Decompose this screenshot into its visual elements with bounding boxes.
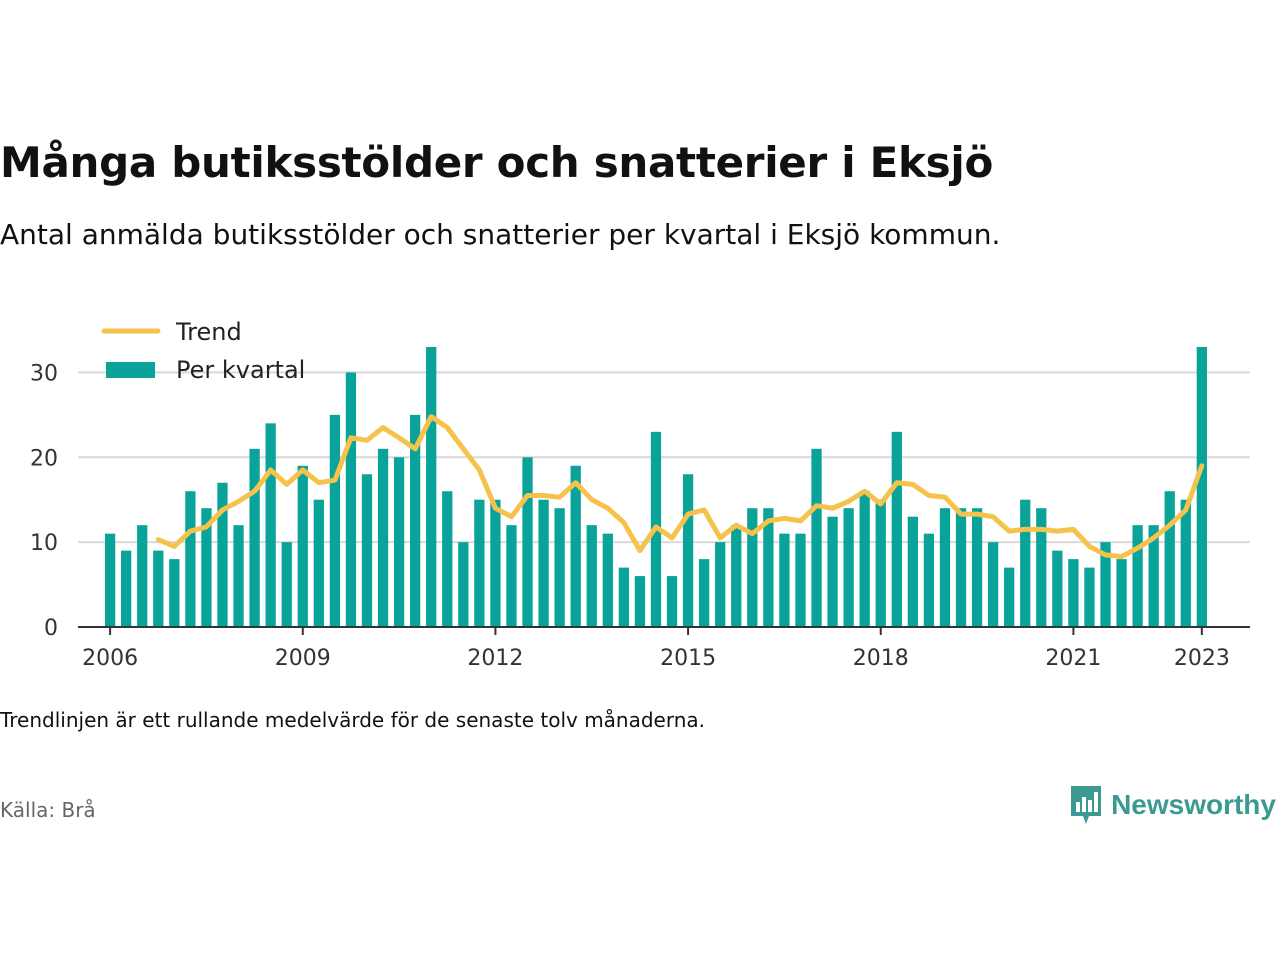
bar bbox=[763, 508, 774, 627]
bar bbox=[185, 491, 196, 627]
brand-logo[interactable]: Newsworthy bbox=[1069, 784, 1276, 826]
bar-series bbox=[104, 346, 1207, 627]
bar bbox=[506, 525, 517, 627]
bar bbox=[329, 414, 341, 627]
source-text: Källa: Brå bbox=[0, 798, 96, 822]
bar bbox=[939, 508, 951, 627]
bar bbox=[875, 499, 886, 627]
bar bbox=[1052, 550, 1063, 627]
bar bbox=[1084, 567, 1095, 627]
bar bbox=[410, 414, 421, 627]
bar bbox=[827, 516, 838, 627]
chart-title: Många butiksstölder och snatterier i Eks… bbox=[0, 138, 994, 187]
bar bbox=[987, 542, 999, 627]
bar bbox=[1132, 525, 1143, 627]
bar bbox=[1020, 499, 1031, 627]
y-tick-label: 0 bbox=[44, 616, 58, 641]
bar bbox=[1164, 491, 1175, 627]
bar bbox=[313, 499, 324, 627]
bar bbox=[602, 533, 613, 627]
bar bbox=[618, 567, 630, 627]
bar bbox=[361, 474, 373, 627]
bar bbox=[971, 508, 983, 627]
bar bbox=[666, 576, 678, 627]
bar bbox=[731, 525, 742, 627]
bar bbox=[955, 508, 967, 627]
bar bbox=[249, 448, 260, 627]
y-tick-label: 30 bbox=[30, 361, 58, 386]
legend-swatch-per-kvartal bbox=[106, 362, 155, 378]
x-tick-label: 2015 bbox=[660, 646, 716, 671]
newsworthy-logo-icon bbox=[1071, 786, 1102, 824]
bar bbox=[137, 525, 148, 627]
bar bbox=[345, 372, 357, 627]
bar bbox=[1004, 567, 1015, 627]
x-tick-label: 2009 bbox=[275, 646, 331, 671]
bar bbox=[811, 448, 822, 627]
legend-label-trend: Trend bbox=[175, 318, 242, 346]
x-tick-label: 2023 bbox=[1174, 646, 1230, 671]
y-tick-label: 10 bbox=[30, 531, 58, 556]
legend-label-per-kvartal: Per kvartal bbox=[176, 356, 305, 384]
bar bbox=[522, 457, 533, 627]
x-tick-label: 2006 bbox=[82, 646, 138, 671]
bar bbox=[538, 499, 549, 627]
bar bbox=[1148, 525, 1159, 627]
x-tick-label: 2018 bbox=[853, 646, 909, 671]
bar bbox=[682, 474, 694, 627]
bar bbox=[442, 491, 453, 627]
bar bbox=[233, 525, 244, 627]
bar bbox=[281, 542, 292, 627]
bar bbox=[779, 533, 790, 627]
bar bbox=[1068, 559, 1079, 627]
bar bbox=[201, 508, 212, 627]
bar bbox=[586, 525, 597, 627]
bar bbox=[377, 448, 389, 627]
bar bbox=[1100, 542, 1111, 627]
bar bbox=[859, 491, 870, 627]
bar bbox=[297, 465, 308, 627]
x-tick-label: 2021 bbox=[1045, 646, 1101, 671]
bar bbox=[843, 508, 854, 627]
bar bbox=[490, 499, 501, 627]
bar bbox=[1180, 499, 1191, 627]
bar bbox=[891, 431, 902, 627]
footnote: Trendlinjen är ett rullande medelvärde f… bbox=[0, 708, 706, 732]
bar bbox=[698, 559, 710, 627]
trend-series bbox=[155, 414, 1205, 560]
bar bbox=[923, 533, 935, 627]
bar bbox=[153, 550, 164, 627]
bar bbox=[554, 508, 565, 627]
bar bbox=[570, 465, 581, 627]
bar bbox=[393, 457, 405, 627]
chart-subtitle: Antal anmälda butiksstölder och snatteri… bbox=[0, 218, 1001, 251]
bar bbox=[121, 550, 132, 627]
y-tick-label: 20 bbox=[30, 446, 58, 471]
bar bbox=[474, 499, 485, 627]
bar bbox=[217, 482, 228, 627]
axes: 0 10 20 30 2006 2009 2012 2015 2018 2021 2023 bbox=[30, 361, 1250, 671]
x-tick-label: 2012 bbox=[467, 646, 523, 671]
bar bbox=[795, 533, 806, 627]
bar bbox=[426, 346, 437, 627]
chart: 0 10 20 30 2006 2009 2012 2015 2018 2021 2023 Tren… bbox=[30, 318, 1250, 671]
trend-line bbox=[155, 414, 1205, 560]
bar bbox=[1116, 559, 1127, 627]
bar bbox=[747, 508, 758, 627]
bar bbox=[169, 559, 180, 627]
bar bbox=[265, 423, 276, 627]
legend: Trend Per kvartal bbox=[101, 318, 305, 384]
bar bbox=[1196, 346, 1207, 627]
bar bbox=[104, 533, 116, 627]
bar bbox=[715, 542, 726, 627]
bar bbox=[458, 542, 469, 627]
bar bbox=[1036, 508, 1047, 627]
bar bbox=[907, 516, 918, 627]
brand-name: Newsworthy bbox=[1111, 789, 1276, 820]
bar bbox=[634, 576, 646, 627]
